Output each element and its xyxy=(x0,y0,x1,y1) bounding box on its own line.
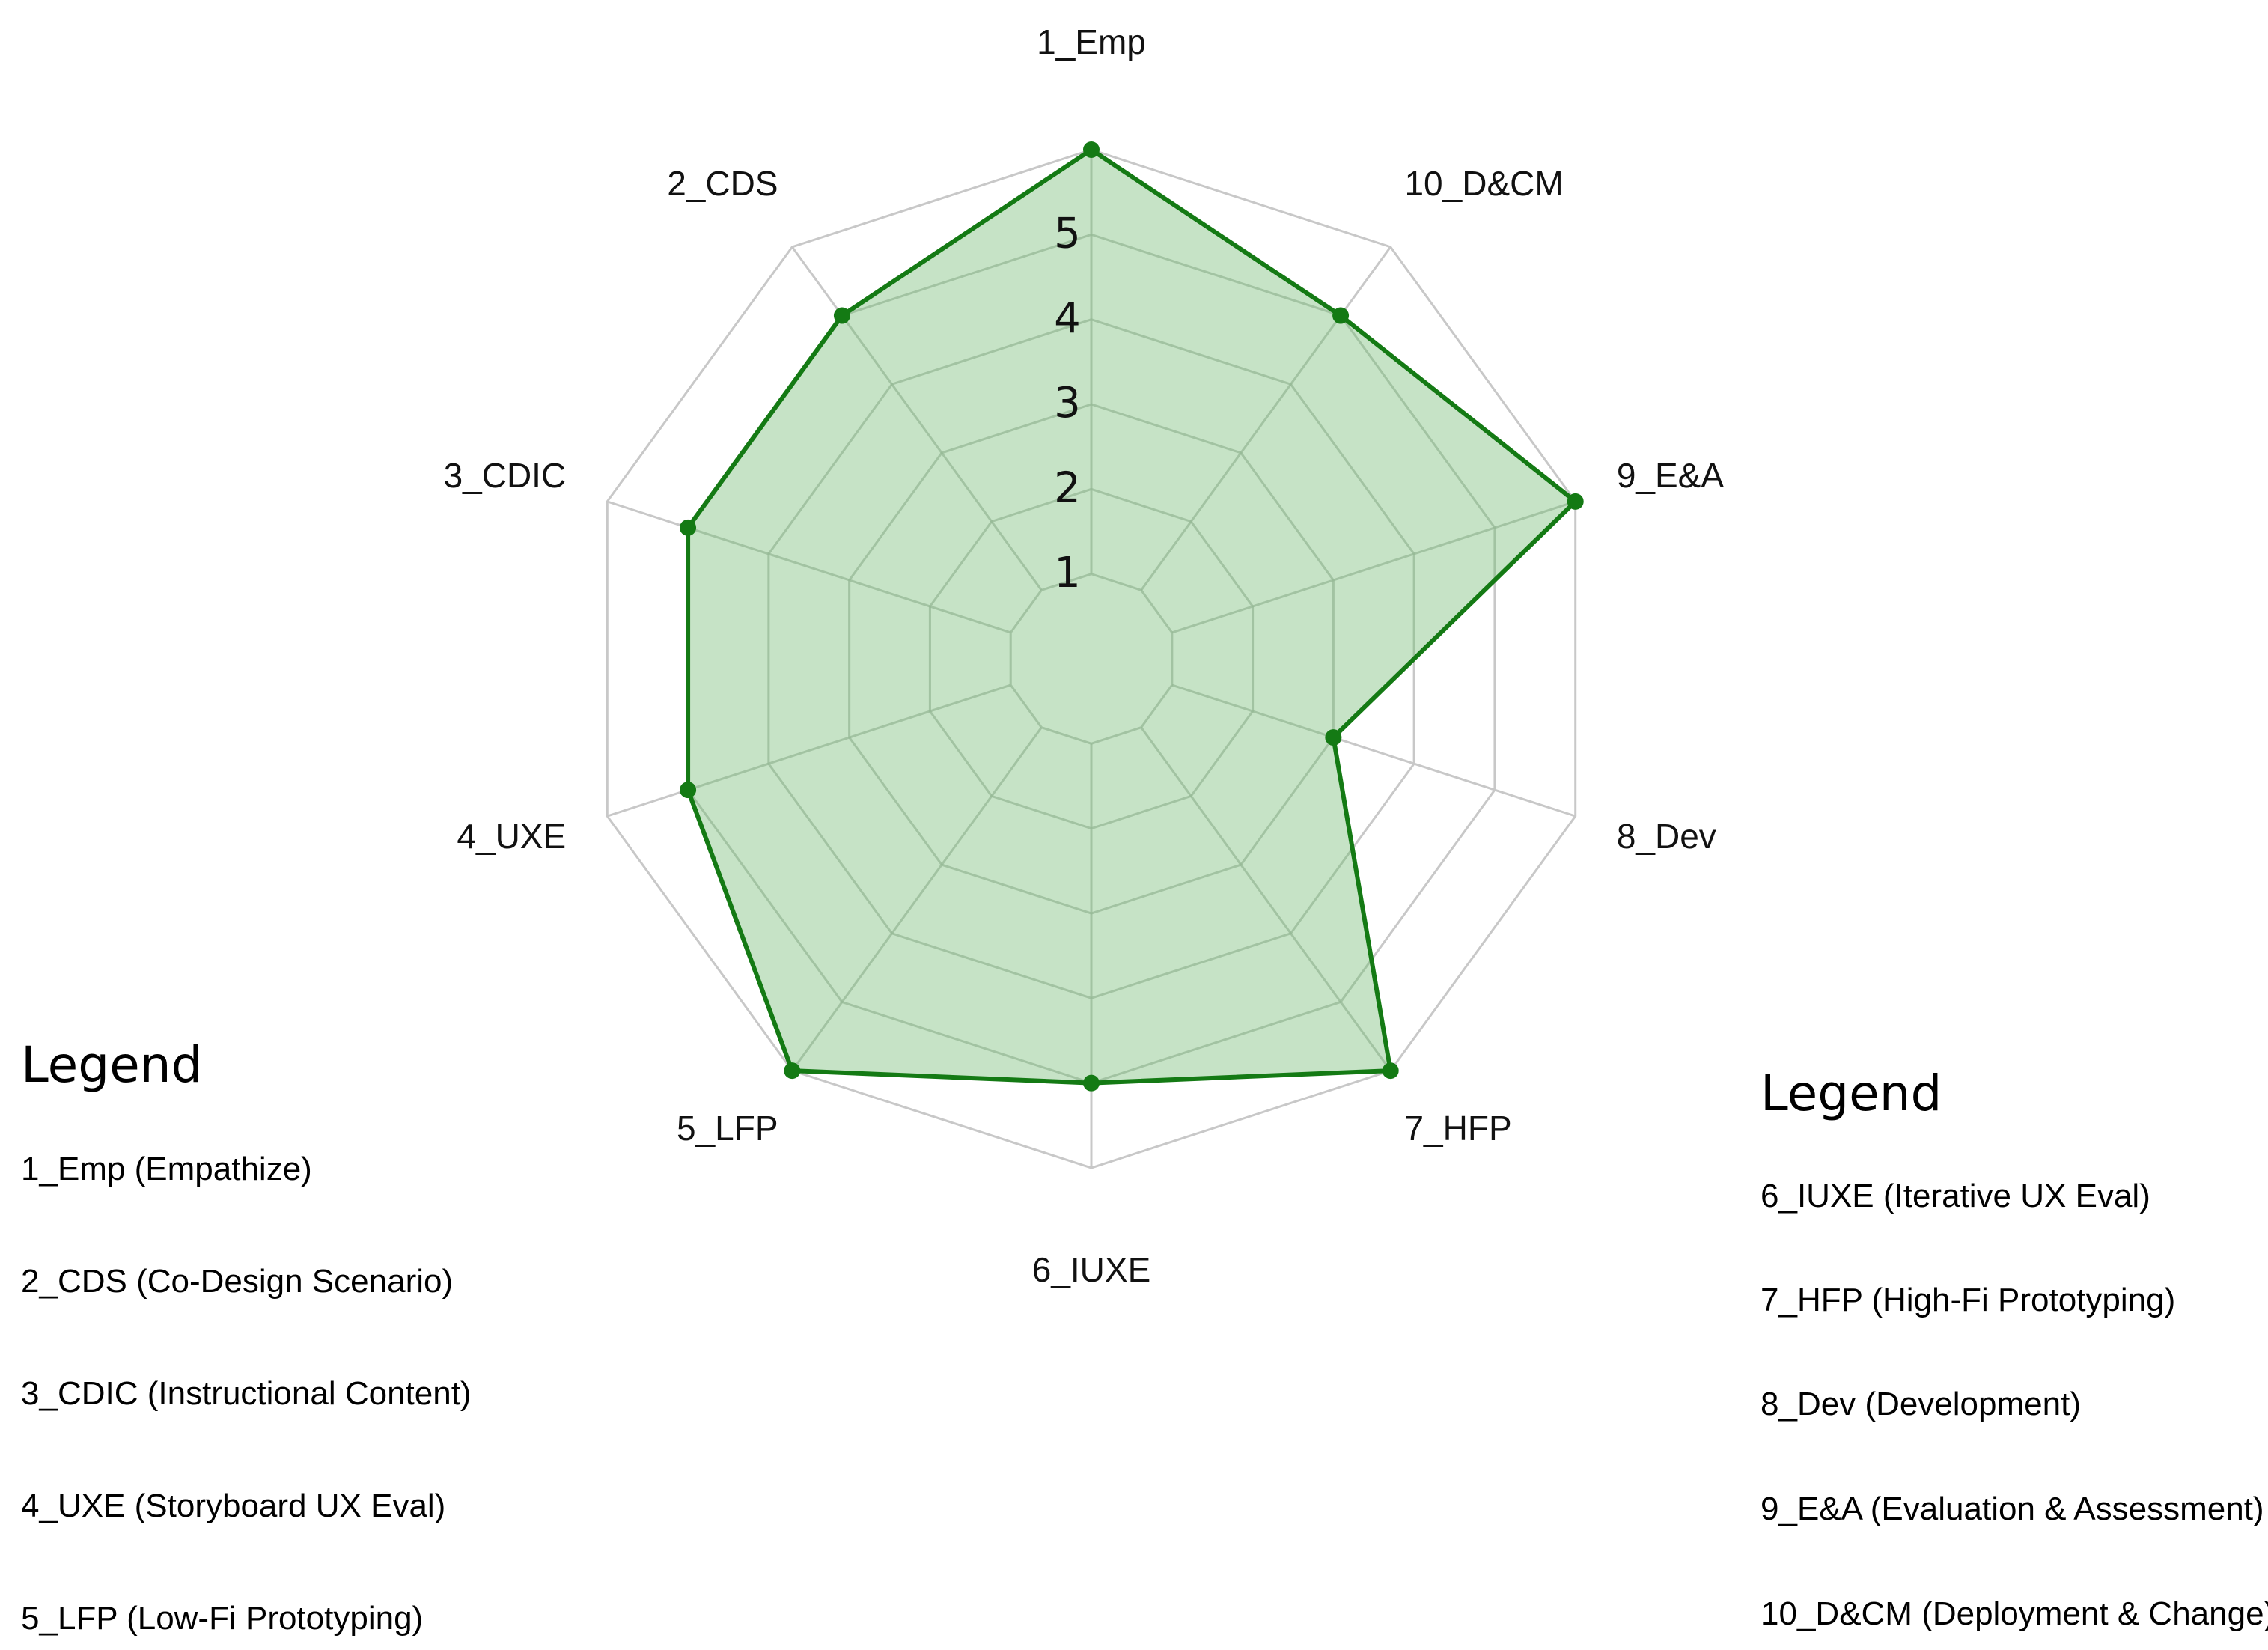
category-label: 7_HFP xyxy=(1404,1109,1511,1148)
data-point xyxy=(680,519,697,536)
radial-tick-label: 5 xyxy=(1054,209,1081,258)
category-label: 10_D&CM xyxy=(1404,164,1563,203)
radial-tick-label: 4 xyxy=(1054,294,1081,343)
category-label: 9_E&A xyxy=(1617,456,1725,495)
grid-spoke-overlay xyxy=(1171,500,1576,634)
data-point xyxy=(833,307,850,324)
legend-left-item: 1_Emp (Empathize) xyxy=(21,1151,312,1187)
data-point xyxy=(1567,493,1584,510)
data-point xyxy=(1325,729,1342,746)
radial-tick-label: 3 xyxy=(1054,379,1081,427)
legend-left-title: Legend xyxy=(21,1036,203,1094)
legend-right-item: 7_HFP (High-Fi Prototyping) xyxy=(1761,1282,2176,1318)
radial-tick-labels: 1 2 3 4 5 xyxy=(1054,209,1081,597)
legend-right: Legend 6_IUXE (Iterative UX Eval) 7_HFP … xyxy=(1761,1065,2268,1646)
category-labels: 1_Emp 2_CDS 3_CDIC 4_UXE 5_LFP 6_IUXE 7_HFP 8_D… xyxy=(444,22,1725,1289)
data-point xyxy=(1083,141,1100,158)
legend-left-item: 3_CDIC (Instructional Content) xyxy=(21,1375,472,1412)
legend-left-item: 5_LFP (Low-Fi Prototyping) xyxy=(21,1600,424,1637)
data-point xyxy=(1083,1074,1100,1092)
category-label: 4_UXE xyxy=(457,817,566,856)
legend-left-item: 2_CDS (Co-Design Scenario) xyxy=(21,1263,454,1300)
legend-left-item: 4_UXE (Storyboard UX Eval) xyxy=(21,1488,446,1524)
series-area xyxy=(688,150,1576,1083)
category-label: 6_IUXE xyxy=(1032,1250,1151,1289)
legend-left: Legend 1_Emp (Empathize) 2_CDS (Co-Desig… xyxy=(21,1041,620,1640)
grid-spoke-overlay xyxy=(688,500,1011,634)
data-layer xyxy=(680,141,1584,1092)
grid-spoke-overlay xyxy=(791,726,1043,1072)
data-point xyxy=(1332,307,1350,324)
grid-spoke-overlay xyxy=(688,684,1011,818)
category-label: 3_CDIC xyxy=(444,456,567,495)
legend-right-item: 10_D&CM (Deployment & Change) xyxy=(1761,1595,2268,1632)
legend-right-item: 9_E&A (Evaluation & Assessment) xyxy=(1761,1491,2264,1527)
legend-right-item: 8_Dev (Development) xyxy=(1761,1386,2081,1422)
grid-spoke-overlay xyxy=(1140,726,1391,1072)
category-label: 8_Dev xyxy=(1617,817,1716,856)
category-label: 1_Emp xyxy=(1037,22,1146,61)
legend-right-item: 6_IUXE (Iterative UX Eval) xyxy=(1761,1178,2150,1214)
data-point xyxy=(784,1062,801,1080)
legend-right-title: Legend xyxy=(1761,1065,1942,1122)
data-point xyxy=(680,782,697,799)
category-label: 2_CDS xyxy=(667,164,778,203)
data-point xyxy=(1382,1062,1399,1080)
category-label: 5_LFP xyxy=(677,1109,778,1148)
radial-tick-label: 2 xyxy=(1054,463,1081,512)
radial-tick-label: 1 xyxy=(1054,549,1081,597)
